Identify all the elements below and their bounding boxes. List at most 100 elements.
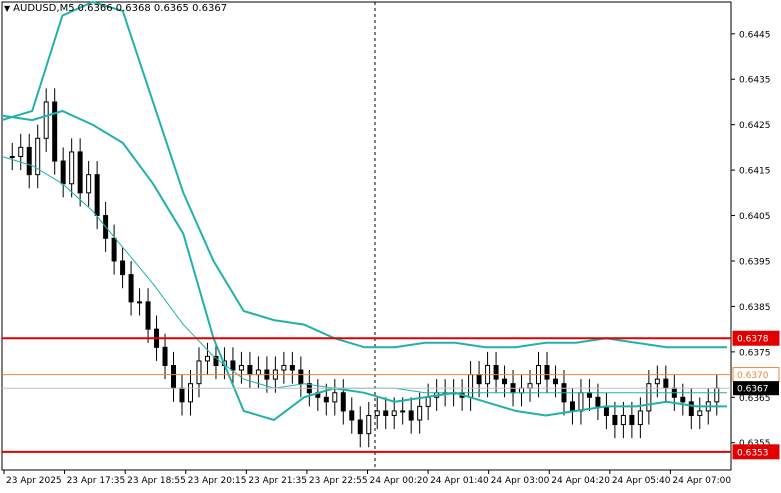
candle-body <box>586 392 592 398</box>
candle-body <box>289 364 295 371</box>
candle-body <box>213 355 219 366</box>
x-tick-label: 23 Apr 21:35 <box>248 476 307 486</box>
candle-body <box>595 396 601 407</box>
candle-body <box>612 414 618 426</box>
candle-body <box>69 151 75 185</box>
candle-body <box>94 174 100 217</box>
resistance-level-tag <box>732 330 780 346</box>
candle-body <box>179 387 185 403</box>
candle-body <box>417 405 423 421</box>
candle-body <box>400 410 406 413</box>
plot-frame <box>1 1 732 471</box>
y-tick-label: 0.6405 <box>739 212 771 222</box>
candle-body <box>120 260 126 276</box>
support-level-tag <box>732 444 780 460</box>
candle-body <box>578 392 584 412</box>
candle-body <box>52 101 58 162</box>
candle-body <box>680 396 686 403</box>
candle-body <box>230 360 236 371</box>
x-tick-label: 23 Apr 20:15 <box>188 476 247 486</box>
candle-body <box>137 301 143 304</box>
candle-body <box>468 374 474 398</box>
candle-body <box>637 410 643 426</box>
candle-body <box>646 383 652 412</box>
candle-body <box>18 146 24 157</box>
candle-body <box>544 364 550 380</box>
candle-body <box>569 401 575 412</box>
x-tick-label: 24 Apr 01:40 <box>430 476 489 486</box>
candle-body <box>357 419 363 435</box>
collapse-triangle-icon[interactable]: ▼ <box>4 3 11 13</box>
candle-body <box>43 101 49 139</box>
y-tick-label: 0.6365 <box>739 394 771 404</box>
candle-body <box>204 355 210 362</box>
candle-body <box>476 374 482 385</box>
candle-body <box>663 378 669 389</box>
candle-body <box>349 410 355 421</box>
candle-body <box>26 146 32 176</box>
x-tick-label: 24 Apr 04:20 <box>551 476 610 486</box>
candle-body <box>145 301 151 330</box>
candle-body <box>697 410 703 416</box>
candle-body <box>502 378 508 385</box>
y-tick-label: 0.6395 <box>739 257 771 267</box>
candle-body <box>425 396 431 407</box>
candle-body <box>323 396 329 403</box>
support-level-label: 0.6353 <box>737 448 769 458</box>
pivot-level-label: 0.6370 <box>737 371 769 381</box>
candle-body <box>171 364 177 389</box>
candle-body <box>527 383 533 389</box>
candle-body <box>9 155 15 158</box>
bollinger-upper-band <box>1 0 727 349</box>
x-tick-label: 23 Apr 2025 <box>6 476 62 486</box>
x-tick-label: 23 Apr 17:35 <box>67 476 126 486</box>
ohlc-readout: 0.6366 0.6368 0.6365 0.6367 <box>77 3 228 14</box>
candle-body <box>620 414 626 426</box>
bollinger-lower-band <box>1 109 727 422</box>
y-tick-label: 0.6385 <box>739 303 771 313</box>
candle-body <box>552 378 558 385</box>
x-tick-label: 23 Apr 18:55 <box>127 476 186 486</box>
candle-body <box>35 137 41 176</box>
current-price-label: 0.6367 <box>737 385 769 395</box>
y-tick-label: 0.6425 <box>739 121 771 131</box>
candle-body <box>493 364 499 380</box>
candle-body <box>196 360 202 385</box>
candle-body <box>714 387 720 403</box>
candle-body <box>187 383 193 403</box>
moving-average-line <box>1 156 727 394</box>
candle-body <box>128 274 134 303</box>
x-tick-label: 24 Apr 07:00 <box>672 476 731 486</box>
candle-body <box>77 151 83 194</box>
resistance-level-label: 0.6378 <box>737 335 769 345</box>
candle-body <box>255 369 261 376</box>
candle-body <box>86 174 92 194</box>
candle-body <box>366 414 372 435</box>
candle-body <box>374 410 380 416</box>
x-tick-label: 24 Apr 05:40 <box>612 476 671 486</box>
x-tick-label: 23 Apr 22:55 <box>309 476 368 486</box>
candle-body <box>654 378 660 385</box>
candle-body <box>298 369 304 385</box>
candle-body <box>391 410 397 416</box>
y-tick-label: 0.6435 <box>739 76 771 86</box>
candle-body <box>281 364 287 371</box>
candle-body <box>408 410 414 421</box>
candle-body <box>340 392 346 412</box>
candle-body <box>60 160 66 185</box>
y-tick-label: 0.6375 <box>739 348 771 358</box>
symbol-label: AUDUSD,M5 <box>13 3 75 14</box>
candle-body <box>688 401 694 416</box>
symbol-header: ▼ AUDUSD,M5 0.6366 0.6368 0.6365 0.6367 <box>4 3 227 14</box>
candle-body <box>111 237 117 262</box>
candle-body <box>162 346 168 366</box>
candle-body <box>383 410 389 416</box>
candle-body <box>629 414 635 426</box>
y-tick-label: 0.6415 <box>739 167 771 177</box>
current-price-tag <box>733 381 779 396</box>
x-tick-label: 24 Apr 03:00 <box>491 476 550 486</box>
y-tick-label: 0.6445 <box>739 30 771 40</box>
candle-body <box>603 405 609 416</box>
